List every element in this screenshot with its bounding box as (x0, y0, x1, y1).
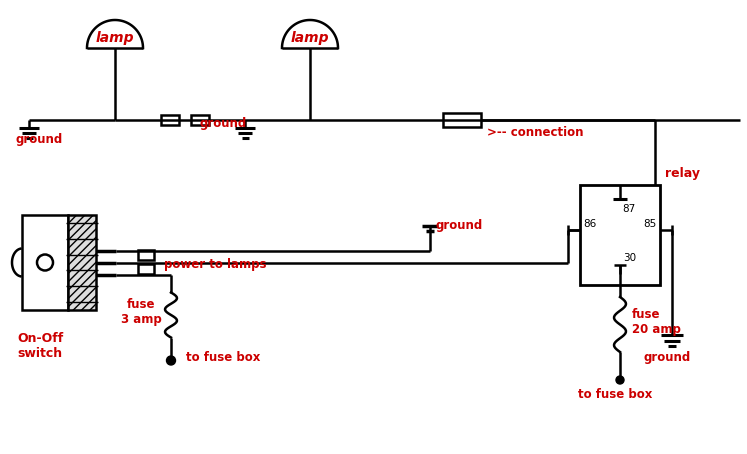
Bar (191, 115, 209, 125)
Text: >-- connection: >-- connection (487, 125, 583, 138)
Text: lamp: lamp (291, 31, 329, 45)
Text: ground: ground (435, 219, 483, 232)
Text: 87: 87 (622, 204, 635, 214)
Bar (68, 215, 96, 310)
Bar (580, 185, 660, 285)
Text: to fuse box: to fuse box (578, 388, 652, 400)
Bar (138, 250, 154, 260)
Circle shape (37, 255, 53, 271)
Circle shape (167, 356, 176, 365)
Text: to fuse box: to fuse box (186, 351, 261, 364)
Bar (138, 263, 154, 273)
Text: On-Off
switch: On-Off switch (17, 332, 63, 360)
Text: fuse
3 amp: fuse 3 amp (120, 298, 161, 326)
Text: power to lamps: power to lamps (164, 258, 267, 271)
Circle shape (616, 376, 624, 384)
Text: 85: 85 (644, 219, 657, 229)
Text: ground: ground (200, 117, 247, 129)
Bar (22, 215, 68, 310)
Text: ground: ground (643, 350, 691, 364)
Text: 30: 30 (623, 253, 636, 263)
Bar (161, 115, 179, 125)
Text: fuse
20 amp: fuse 20 amp (632, 308, 681, 336)
Bar (443, 113, 481, 127)
Text: ground: ground (15, 133, 62, 147)
Text: 86: 86 (583, 219, 596, 229)
Text: relay: relay (665, 167, 700, 179)
Text: lamp: lamp (96, 31, 134, 45)
